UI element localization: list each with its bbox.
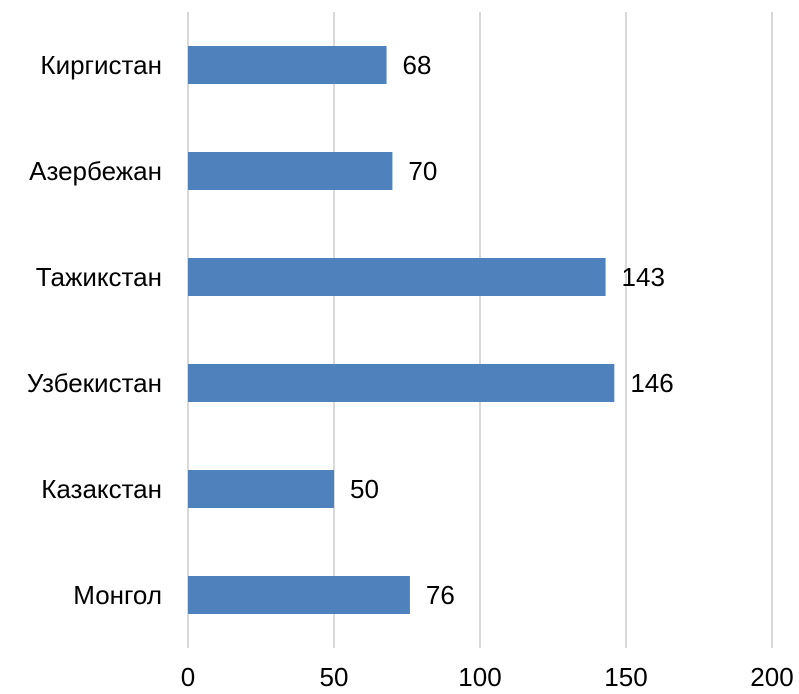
bar-4 <box>188 364 615 402</box>
x-tick-label-50: 50 <box>320 662 349 692</box>
data-label-2: 70 <box>408 156 437 186</box>
x-tick-label-100: 100 <box>458 662 501 692</box>
data-label-4: 146 <box>630 368 673 398</box>
data-label-1: 68 <box>403 50 432 80</box>
bar-1 <box>188 46 387 84</box>
x-tick-label-200: 200 <box>750 662 793 692</box>
category-label-5: Казакстан <box>41 474 162 504</box>
labels: 0 50 100 150 200 Киргистан 68 Азербежан 70 Тажикс… <box>27 50 794 692</box>
bars <box>188 46 615 614</box>
category-label-2: Азербежан <box>29 156 162 186</box>
category-label-1: Киргистан <box>40 50 162 80</box>
x-tick-label-150: 150 <box>604 662 647 692</box>
x-tick-label-0: 0 <box>181 662 195 692</box>
category-label-3: Тажикстан <box>36 262 162 292</box>
grid-lines <box>187 12 773 648</box>
data-label-6: 76 <box>426 580 455 610</box>
category-label-6: Монгол <box>73 580 162 610</box>
bar-5 <box>188 470 334 508</box>
bar-2 <box>188 152 393 190</box>
data-label-3: 143 <box>622 262 665 292</box>
data-label-5: 50 <box>350 474 379 504</box>
bar-3 <box>188 258 606 296</box>
category-label-4: Узбекистан <box>27 368 162 398</box>
bar-6 <box>188 576 410 614</box>
